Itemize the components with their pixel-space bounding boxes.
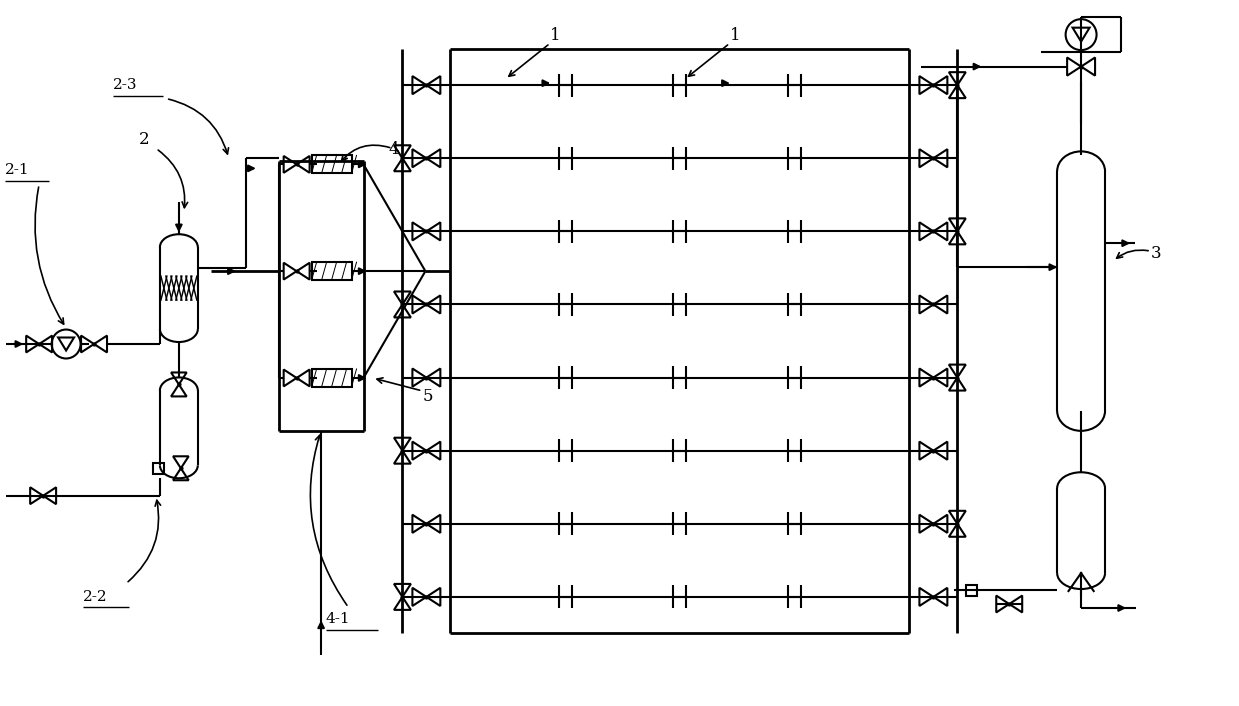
Bar [311,262,352,280]
Text: 5: 5 [422,388,432,405]
Text: 4-1: 4-1 [326,613,351,626]
Bar [154,463,165,474]
Text: 3: 3 [1151,245,1162,262]
Text: 2-2: 2-2 [83,590,108,604]
Text: 2-3: 2-3 [113,78,138,92]
Bar [966,585,976,596]
Bar [311,155,352,174]
Text: 1: 1 [730,28,740,44]
Bar [311,369,352,387]
Text: 1: 1 [550,28,560,44]
Text: 2-1: 2-1 [5,163,30,177]
Text: 4: 4 [389,141,399,158]
Text: 2: 2 [139,131,150,148]
